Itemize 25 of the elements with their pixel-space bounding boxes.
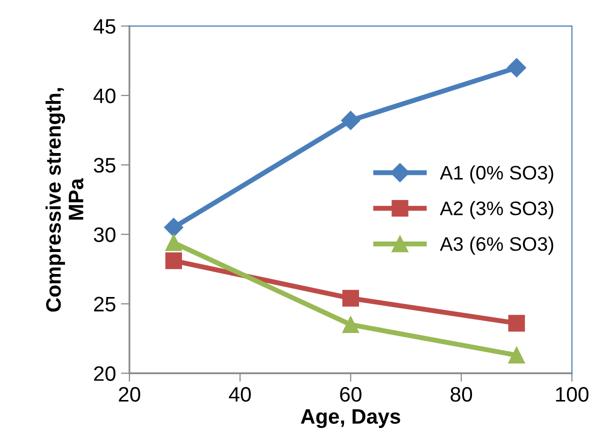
x-tick-label: 80	[450, 386, 472, 402]
point	[508, 314, 525, 332]
legend-label: A3 (6% SO3)	[440, 236, 554, 255]
x-tick-label: 60	[340, 386, 362, 402]
x-tick-label: 40	[228, 386, 251, 402]
point	[342, 290, 359, 307]
point	[165, 234, 182, 252]
legend-label: A2 (3% SO3)	[440, 200, 554, 220]
legend-label: A1 (0% SO3)	[440, 165, 554, 184]
y-axis-title: Compressive strength, MPa	[46, 88, 84, 312]
y-tick-label: 20	[94, 366, 116, 381]
y-tick-label: 25	[94, 296, 116, 312]
y-tick-label: 45	[94, 19, 116, 34]
y-tick-label: 35	[94, 158, 116, 173]
y-tick-label: 40	[94, 88, 116, 104]
x-tick-label: 20	[118, 386, 140, 402]
point	[164, 218, 184, 237]
point	[507, 58, 526, 78]
x-tick-label: 100	[556, 386, 588, 402]
x-axis-title: Age, Days	[300, 409, 400, 428]
y-tick-label: 30	[94, 227, 116, 242]
point	[165, 252, 182, 270]
point	[341, 110, 360, 130]
point	[508, 346, 525, 364]
point	[342, 316, 359, 333]
